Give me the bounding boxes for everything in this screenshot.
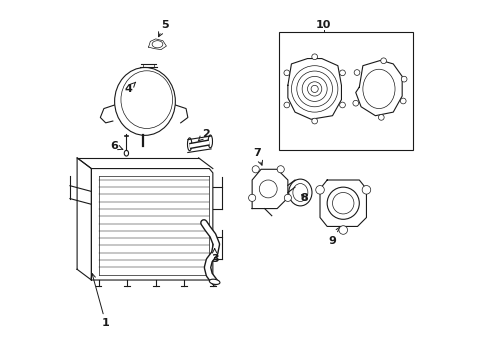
Circle shape xyxy=(277,166,284,173)
Circle shape xyxy=(316,185,324,194)
Text: 8: 8 xyxy=(300,193,308,203)
Circle shape xyxy=(312,118,318,124)
Circle shape xyxy=(248,194,256,202)
Polygon shape xyxy=(252,169,288,208)
Ellipse shape xyxy=(208,135,213,148)
Circle shape xyxy=(401,76,407,82)
Text: 10: 10 xyxy=(316,19,331,30)
Text: 1: 1 xyxy=(91,274,110,328)
Circle shape xyxy=(353,100,359,106)
Polygon shape xyxy=(288,59,342,119)
Ellipse shape xyxy=(289,179,312,206)
Circle shape xyxy=(340,70,345,76)
Ellipse shape xyxy=(124,150,128,156)
Circle shape xyxy=(354,69,360,75)
Ellipse shape xyxy=(188,138,192,151)
Text: 5: 5 xyxy=(159,19,169,37)
Circle shape xyxy=(378,114,384,120)
Text: 4: 4 xyxy=(125,82,136,94)
Ellipse shape xyxy=(209,279,220,284)
Circle shape xyxy=(312,54,318,60)
Bar xyxy=(279,32,413,150)
Circle shape xyxy=(252,166,259,173)
Polygon shape xyxy=(320,180,367,226)
Circle shape xyxy=(284,70,290,76)
Circle shape xyxy=(400,98,406,104)
Text: 3: 3 xyxy=(211,248,219,264)
Polygon shape xyxy=(356,60,402,116)
Text: 2: 2 xyxy=(198,129,210,141)
Circle shape xyxy=(284,194,292,202)
Circle shape xyxy=(362,185,371,194)
Polygon shape xyxy=(148,39,167,50)
Circle shape xyxy=(339,226,347,234)
Ellipse shape xyxy=(115,67,175,135)
Circle shape xyxy=(284,102,290,108)
Text: 9: 9 xyxy=(329,227,340,246)
Circle shape xyxy=(340,102,345,108)
Text: 6: 6 xyxy=(111,141,123,151)
Text: 7: 7 xyxy=(254,148,263,165)
Circle shape xyxy=(381,58,387,64)
